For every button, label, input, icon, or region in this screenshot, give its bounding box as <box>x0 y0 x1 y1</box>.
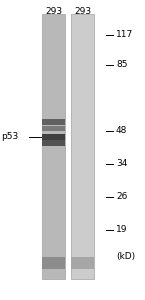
Bar <box>42 256 65 268</box>
Bar <box>42 14 65 279</box>
Text: 85: 85 <box>116 60 127 69</box>
Bar <box>42 118 65 125</box>
Text: (kD): (kD) <box>116 252 135 261</box>
Bar <box>42 134 65 142</box>
Text: 34: 34 <box>116 159 127 168</box>
Text: p53: p53 <box>2 132 19 141</box>
Bar <box>42 140 65 146</box>
Text: 117: 117 <box>116 30 133 39</box>
Text: 293: 293 <box>74 7 91 16</box>
Bar <box>71 256 94 268</box>
Bar <box>42 126 65 131</box>
Text: 26: 26 <box>116 192 127 201</box>
Text: 48: 48 <box>116 126 127 135</box>
Text: 19: 19 <box>116 225 127 234</box>
Bar <box>71 14 94 279</box>
Text: 293: 293 <box>45 7 62 16</box>
